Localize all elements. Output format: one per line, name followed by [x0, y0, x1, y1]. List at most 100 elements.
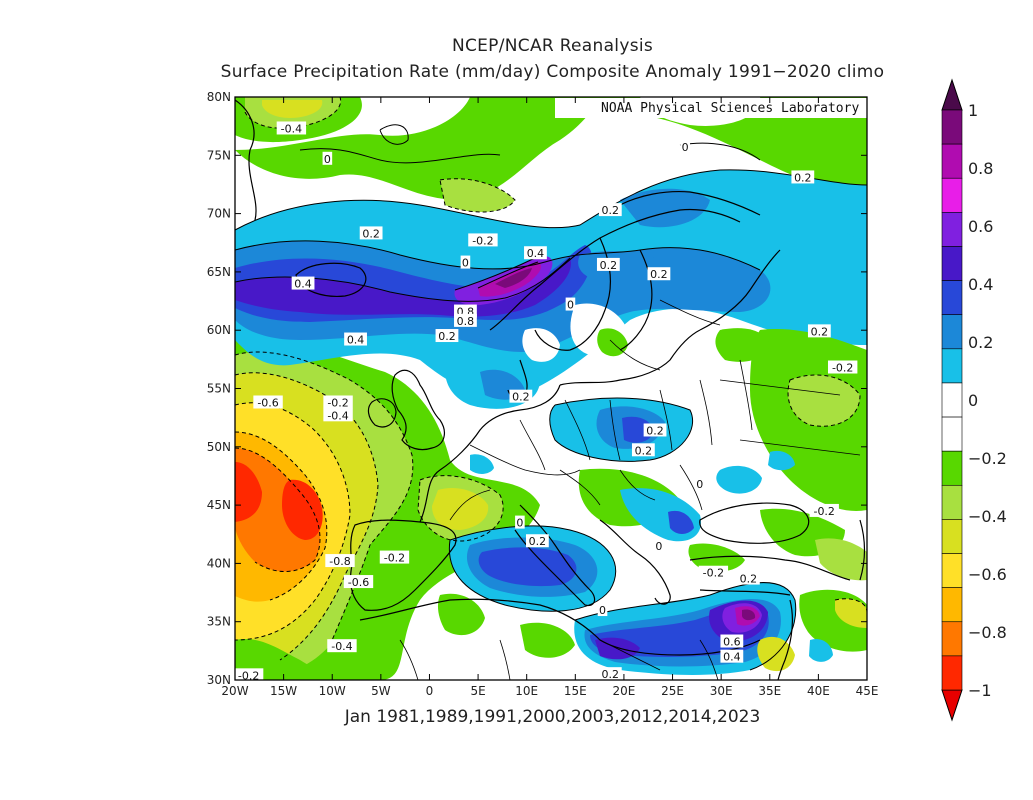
contour-label-bg	[827, 360, 858, 374]
contour-label-bg	[322, 151, 333, 165]
colorbar-swatch	[941, 655, 963, 691]
chart-title: NCEP/NCAR Reanalysis	[451, 36, 654, 56]
x-tick-label: 5E	[470, 684, 485, 698]
contour-label-bg	[359, 226, 383, 240]
y-tick-label: 45N	[207, 498, 231, 512]
colorbar-swatch	[941, 484, 963, 520]
contour-label: -0.4	[331, 640, 352, 653]
contour-label: -0.4	[281, 122, 302, 135]
contour-label: 0.8	[457, 315, 475, 328]
colorbar-tick-label: −0.4	[968, 507, 1007, 526]
colorbar-swatch	[941, 587, 963, 623]
y-axis: 30N 35N 40N 45N 50N 55N 60N 65N 70N 75N 80N	[207, 90, 867, 687]
x-tick-label: 20W	[221, 684, 248, 698]
contour-label: -0.2	[384, 552, 405, 565]
contour-label: 0.2	[740, 573, 758, 586]
colorbar-tick-label: −0.6	[968, 565, 1007, 584]
contour-label-bg	[631, 443, 655, 457]
contour-label: 0	[696, 478, 703, 491]
y-tick-label: 30N	[207, 673, 231, 687]
contour-label-bg	[807, 324, 831, 338]
y-tick-label: 35N	[207, 615, 231, 629]
colorbar-swatch	[941, 280, 963, 316]
contour-label: 0.2	[635, 444, 653, 457]
contour-label-bg	[736, 571, 760, 585]
contour-label-bg	[344, 332, 367, 346]
contour-label: 0.2	[600, 259, 618, 272]
contour-label: -0.2	[327, 396, 348, 409]
contour-label: 0.2	[794, 171, 812, 184]
x-tick-label: 15E	[564, 684, 587, 698]
contour-label-bg	[276, 121, 307, 135]
contour-label: -0.2	[472, 234, 493, 247]
credit-label: NOAA Physical Sciences Laboratory	[601, 101, 859, 116]
x-tick-label: 45E	[856, 684, 879, 698]
contour-label: 0	[567, 299, 574, 312]
contour-label-bg	[809, 503, 839, 517]
contour-label-bg	[720, 634, 744, 648]
contour-label-bg	[233, 668, 264, 682]
x-tick-label: 0	[426, 684, 434, 698]
contour-label-bg	[454, 313, 477, 327]
contour-label-bg	[253, 395, 283, 409]
contour-label: 0.2	[602, 204, 620, 217]
colorbar-swatch	[941, 519, 963, 554]
contour-label: -0.2	[703, 567, 724, 580]
contour-label: 0	[655, 540, 662, 553]
contour-label: 0.2	[646, 424, 664, 437]
x-tick-label: 40E	[807, 684, 830, 698]
y-tick-label: 50N	[207, 440, 231, 454]
y-tick-label: 65N	[207, 265, 231, 279]
colorbar-swatch	[941, 143, 963, 179]
colorbar-swatch	[941, 212, 963, 247]
contour-label-bg	[698, 565, 729, 579]
chart-subtitle: Surface Precipitation Rate (mm/day) Comp…	[220, 62, 885, 82]
colorbar-tick-label: 1	[968, 101, 978, 120]
contour-label-bg	[515, 515, 525, 529]
contour-label-bg	[379, 550, 410, 564]
contour-label: 0.4	[294, 278, 312, 291]
colorbar-swatch	[941, 246, 963, 281]
contour-label-bg	[598, 203, 622, 217]
contour-label-bg	[597, 603, 608, 617]
colorbar-tick-label: 0.2	[968, 333, 993, 352]
contour-label: 0.4	[347, 334, 365, 347]
colorbar: 1 0.8 0.6 0.4 0.2 0 −0.2 −0.4 −0.6 −0.8 −1	[941, 78, 1007, 722]
colorbar-max-arrow	[941, 78, 963, 111]
x-tick-label: 10W	[319, 684, 346, 698]
contour-label-bg	[509, 389, 533, 403]
colorbar-swatch	[941, 621, 963, 657]
contour-label: -0.4	[327, 409, 348, 422]
x-tick-label: 25E	[661, 684, 684, 698]
colorbar-swatch	[941, 382, 963, 418]
x-tick-label: 10E	[515, 684, 538, 698]
colorbar-tick-label: −0.8	[968, 623, 1007, 642]
contour-label-bg	[325, 554, 355, 568]
y-tick-label: 60N	[207, 323, 231, 337]
colorbar-tick-label: 0	[968, 391, 978, 410]
contour-label-bg	[343, 575, 374, 589]
contour-label: 0.6	[723, 636, 741, 649]
x-tick-label: 15W	[270, 684, 297, 698]
contour-label-bg	[327, 639, 357, 653]
composite-years-caption: Jan 1981,1989,1991,2000,2003,2012,2014,2…	[344, 707, 761, 727]
country-borders	[399, 299, 861, 680]
contour-label: 0	[516, 517, 523, 530]
contour-label: 0.2	[362, 227, 380, 240]
y-tick-label: 55N	[207, 382, 231, 396]
contour-label-bg	[468, 233, 498, 247]
contour-label: 0	[599, 604, 606, 617]
colorbar-swatch	[941, 553, 963, 588]
contour-label-bg	[525, 534, 549, 548]
contour-label-bg	[323, 395, 353, 409]
y-tick-label: 80N	[207, 90, 231, 104]
contour-label: 0.2	[602, 668, 620, 681]
contour-label-bg	[720, 649, 744, 663]
contour-label: 0.2	[529, 535, 547, 548]
contour-label: 0	[462, 257, 469, 270]
contour-labels: -0.4000.2-0.200.40.40.20.20.20.200.80.80…	[233, 121, 858, 682]
contour-label: 0.4	[527, 247, 545, 260]
contour-label: -0.6	[348, 576, 369, 589]
contour-label: 0.4	[723, 651, 741, 664]
x-tick-label: 5W	[371, 684, 391, 698]
